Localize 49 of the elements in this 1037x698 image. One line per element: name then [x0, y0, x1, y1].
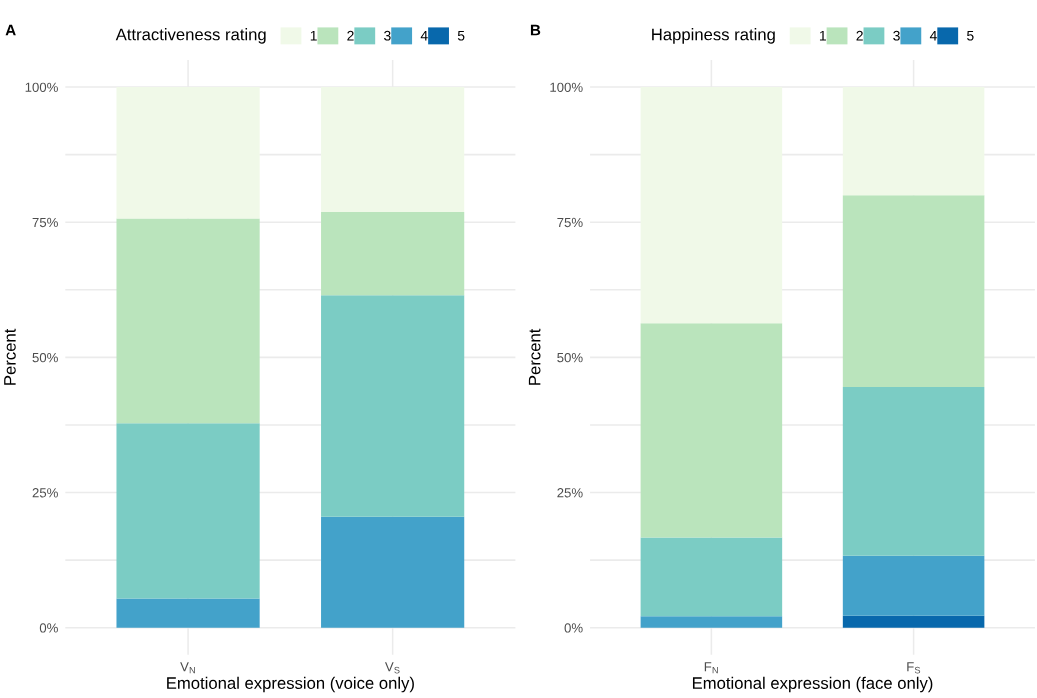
bar: [842, 387, 985, 556]
bar: [640, 616, 783, 628]
x-tick-label: F$_{N}$: [704, 662, 718, 674]
legend-label: 3: [893, 30, 900, 41]
bar: [321, 211, 465, 296]
bar: [640, 323, 783, 538]
legend-label: 1: [819, 30, 826, 41]
y-tick-label: 25%: [557, 488, 583, 498]
legend-label: 3: [384, 30, 391, 41]
legend-label: 2: [347, 30, 354, 41]
y-tick-label: 0%: [564, 623, 583, 633]
y-tick-label: 25%: [32, 488, 58, 498]
x-axis-title: Emotional expression (voice only): [167, 676, 414, 693]
y-tick-label: 75%: [557, 217, 583, 228]
bar: [842, 615, 985, 628]
legend-title: Happiness rating: [652, 28, 775, 44]
legend-label: 5: [967, 30, 974, 41]
bar: [842, 87, 985, 196]
legend-label: 5: [457, 30, 465, 41]
y-tick-label: 75%: [32, 217, 58, 228]
bar: [116, 218, 260, 424]
y-tick-label: 100%: [550, 82, 583, 92]
legend-label: 4: [420, 30, 428, 41]
bar: [842, 195, 985, 388]
bar: [321, 87, 465, 212]
y-tick-label: 0%: [39, 623, 58, 633]
bar: [321, 516, 465, 628]
text: A: [5, 24, 16, 36]
legend-label: 4: [929, 30, 937, 41]
bar: [116, 598, 260, 628]
x-tick-label: V$_{N}$: [180, 662, 195, 674]
bar: [842, 555, 985, 616]
legend-label: 2: [856, 30, 863, 41]
bar: [116, 423, 260, 599]
y-tick-label: 100%: [25, 82, 58, 92]
y-axis-title: Percent: [528, 328, 541, 385]
bar: [321, 295, 465, 517]
x-tick-label: F$_{S}$: [907, 662, 921, 674]
legend-title: Attractiveness rating: [115, 28, 266, 44]
x-tick-label: V$_{S}$: [384, 662, 400, 674]
y-axis-title: Percent: [4, 328, 16, 385]
bar: [640, 537, 783, 617]
x-axis-title: Emotional expression (face only): [692, 676, 933, 693]
legend-label: 1: [310, 30, 317, 41]
text: B: [530, 24, 541, 36]
y-tick-label: 50%: [32, 352, 58, 363]
bar: [116, 87, 260, 219]
bar: [640, 87, 783, 324]
y-tick-label: 50%: [557, 352, 583, 363]
